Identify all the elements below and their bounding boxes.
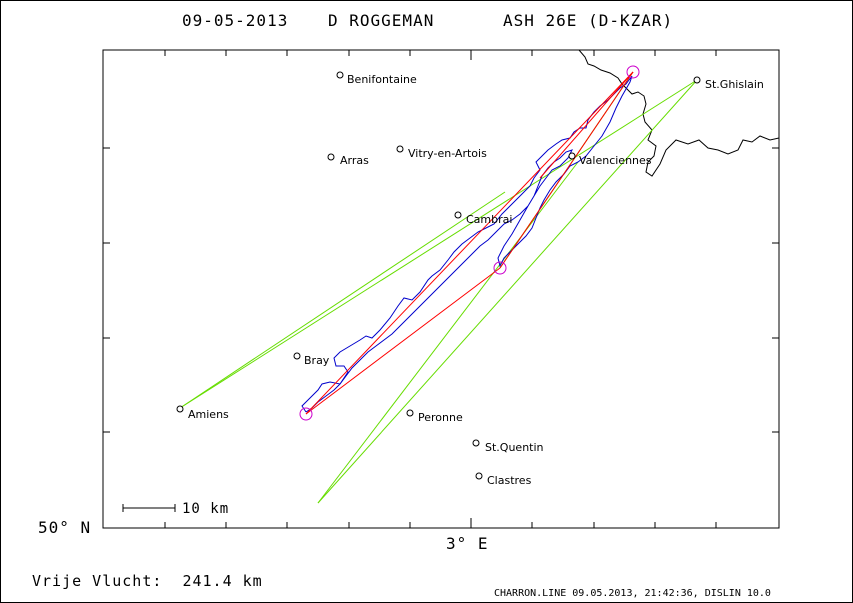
- pilot-name: D ROGGEMAN: [328, 11, 434, 30]
- flight-track: [301, 75, 633, 413]
- scale-bar: [122, 504, 176, 512]
- scale-bar-label: 10 km: [182, 501, 229, 517]
- place-label-arras: Arras: [340, 154, 369, 167]
- latitude-label: 50° N: [38, 518, 91, 537]
- place-label-st-ghislain: St.Ghislain: [705, 78, 764, 91]
- distance-readout: Vrije Vlucht: 241.4 km: [32, 572, 263, 590]
- map-area: [102, 49, 780, 529]
- place-label-bray: Bray: [304, 354, 330, 367]
- credits-line: CHARRON.LINE 09.05.2013, 21:42:36, DISLI…: [494, 588, 771, 599]
- axis-ticks: [103, 50, 779, 528]
- turnpoints: [299, 65, 640, 421]
- place-label-cambrai: Cambrai: [466, 213, 512, 226]
- place-label-clastres: Clastres: [487, 474, 532, 487]
- country-border: [578, 49, 780, 177]
- longitude-label: 3° E: [446, 534, 489, 553]
- place-label-benifontaine: Benifontaine: [347, 73, 417, 86]
- place-label-st-quentin: St.Quentin: [485, 441, 544, 454]
- flight-date: 09-05-2013: [182, 11, 288, 30]
- place-label-vitry-en-artois: Vitry-en-Artois: [408, 147, 487, 160]
- place-label-amiens: Amiens: [188, 408, 229, 421]
- place-label-peronne: Peronne: [418, 411, 463, 424]
- task-lines: [305, 71, 634, 415]
- place-label-valenciennes: Valenciennes: [579, 154, 652, 167]
- place-markers: [176, 71, 701, 480]
- glider-name: ASH 26E (D-KZAR): [503, 11, 673, 30]
